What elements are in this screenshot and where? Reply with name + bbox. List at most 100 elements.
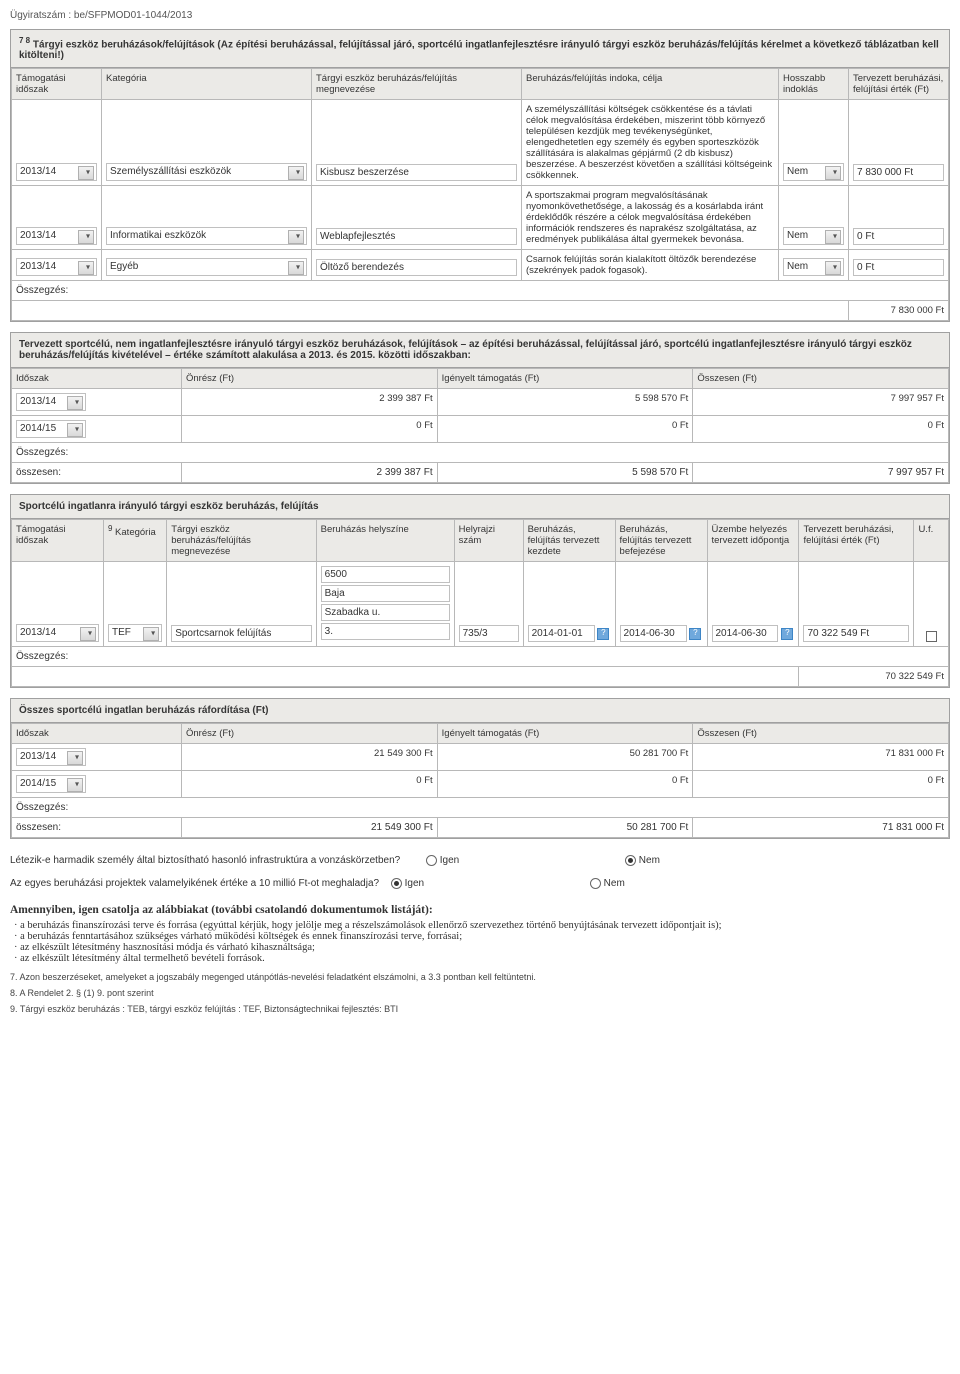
radio-q1-nem[interactable] (625, 855, 636, 866)
osszesen-label: összesen: (12, 818, 182, 838)
chevron-down-icon: ▾ (86, 263, 90, 272)
cell-indoka: A sportszakmai program megvalósításának … (522, 186, 779, 250)
table-row: 2013/14▾ TEF▾ Sportcsarnok felújítás 650… (12, 562, 949, 647)
footnote-8: 8. A Rendelet 2. § (1) 9. pont szerint (10, 988, 950, 998)
th-idoszak: Támogatási időszak (12, 520, 104, 562)
cell-igenyelt: 0 Ft (437, 416, 693, 443)
cell-osszesen: 0 Ft (693, 416, 949, 443)
input-megnev[interactable]: Öltöző berendezés (316, 259, 517, 276)
total-igenyelt: 5 598 570 Ft (437, 463, 693, 483)
chevron-down-icon: ▾ (833, 168, 837, 177)
chevron-down-icon: ▾ (296, 168, 300, 177)
th-ertek: Tervezett beruházási, felújítási érték (… (799, 520, 914, 562)
radio-q2-igen[interactable] (391, 878, 402, 889)
input-megnev[interactable]: Weblapfejlesztés (316, 228, 517, 245)
panel-targyi-eszkoz: 7 8 Tárgyi eszköz beruházások/felújításo… (10, 29, 950, 322)
list-item: az elkészült létesítmény hasznosítási mó… (14, 942, 950, 953)
sum-label: Összegzés: (12, 281, 949, 301)
cell-osszesen: 71 831 000 Ft (693, 744, 949, 771)
th-idoszak: Támogatási időszak (12, 69, 102, 100)
input-helyszin-line[interactable]: Baja (321, 585, 450, 602)
attachments-heading: Amennyiben, igen csatolja az alábbiakat … (10, 904, 950, 916)
footnote-7: 7. Azon beszerzéseket, amelyeket a jogsz… (10, 972, 950, 982)
cell-indoka: A személyszállítási költségek csökkentés… (522, 100, 779, 186)
input-ertek[interactable]: 0 Ft (853, 259, 944, 276)
label-nem: Nem (639, 855, 660, 866)
panel-tervezett-sportcelu: Tervezett sportcélú, nem ingatlanfejlesz… (10, 332, 950, 484)
select-idoszak[interactable]: 2013/14▾ (16, 748, 86, 766)
select-idoszak[interactable]: 2013/14▾ (16, 227, 97, 245)
th-osszesen: Összesen (Ft) (693, 724, 949, 744)
select-idoszak[interactable]: 2013/14▾ (16, 163, 97, 181)
radio-q1-igen[interactable] (426, 855, 437, 866)
select-idoszak[interactable]: 2013/14▾ (16, 624, 99, 642)
input-helyszin-line[interactable]: 6500 (321, 566, 450, 583)
th-kategoria: 9 Kategória (103, 520, 166, 562)
th-hosszabb: Hosszabb indoklás (779, 69, 849, 100)
sum-value: 70 322 549 Ft (799, 667, 949, 687)
select-idoszak[interactable]: 2013/14▾ (16, 258, 97, 276)
sum-row: Összegzés: (12, 443, 949, 463)
chevron-down-icon: ▾ (86, 168, 90, 177)
select-idoszak[interactable]: 2014/15▾ (16, 420, 86, 438)
select-hosszabb[interactable]: Nem▾ (783, 227, 844, 245)
select-kategoria[interactable]: Egyéb▾ (106, 258, 307, 276)
chevron-down-icon: ▾ (296, 263, 300, 272)
cell-indoka: Csarnok felújítás során kialakított öltö… (522, 250, 779, 281)
table-row: 2014/15▾ 0 Ft 0 Ft 0 Ft (12, 416, 949, 443)
th-indoka: Beruházás/felújítás indoka, célja (522, 69, 779, 100)
select-idoszak[interactable]: 2013/14▾ (16, 393, 86, 411)
checkbox-uf[interactable] (926, 631, 937, 642)
question-2: Az egyes beruházási projektek valamelyik… (10, 872, 950, 895)
select-kategoria[interactable]: TEF▾ (108, 624, 162, 642)
chevron-down-icon: ▾ (75, 398, 79, 407)
input-helyszin-line[interactable]: Szabadka u. (321, 604, 450, 621)
table-panel2: Időszak Önrész (Ft) Igényelt támogatás (… (11, 368, 949, 483)
select-idoszak[interactable]: 2014/15▾ (16, 775, 86, 793)
select-kategoria[interactable]: Személyszállítási eszközök▾ (106, 163, 307, 181)
panel3-heading: Sportcélú ingatlanra irányuló tárgyi esz… (11, 495, 949, 519)
chevron-down-icon: ▾ (151, 629, 155, 638)
input-kezdet[interactable]: 2014-01-01 (528, 625, 595, 642)
input-megnev[interactable]: Kisbusz beszerzése (316, 164, 517, 181)
label-nem: Nem (604, 879, 625, 890)
panel2-heading: Tervezett sportcélú, nem ingatlanfejlesz… (11, 333, 949, 368)
sum-row: Összegzés: (12, 798, 949, 818)
input-ertek[interactable]: 0 Ft (853, 228, 944, 245)
cell-osszesen: 0 Ft (693, 771, 949, 798)
panel4-heading: Összes sportcélú ingatlan beruházás ráfo… (11, 699, 949, 723)
input-ertek[interactable]: 7 830 000 Ft (853, 164, 944, 181)
chevron-down-icon: ▾ (296, 232, 300, 241)
table-row: 2013/14▾ Személyszállítási eszközök▾ Kis… (12, 100, 949, 186)
calendar-icon[interactable] (597, 628, 609, 640)
select-kategoria[interactable]: Informatikai eszközök▾ (106, 227, 307, 245)
input-uzembe[interactable]: 2014-06-30 (712, 625, 779, 642)
totals-row: összesen: 21 549 300 Ft 50 281 700 Ft 71… (12, 818, 949, 838)
table-row: 2013/14▾ 21 549 300 Ft 50 281 700 Ft 71 … (12, 744, 949, 771)
input-helyrajzi[interactable]: 735/3 (459, 625, 519, 642)
panel1-heading-text: Tárgyi eszköz beruházások/felújítások (A… (19, 39, 939, 61)
th-megnev: Tárgyi eszköz beruházás/felújítás megnev… (312, 69, 522, 100)
table-panel3: Támogatási időszak 9 Kategória Tárgyi es… (11, 519, 949, 687)
input-helyszin-line[interactable]: 3. (321, 623, 450, 640)
input-megnev[interactable]: Sportcsarnok felújítás (171, 625, 311, 642)
panel-sportcelu-ingatlan: Sportcélú ingatlanra irányuló tárgyi esz… (10, 494, 950, 688)
radio-q2-nem[interactable] (590, 878, 601, 889)
select-hosszabb[interactable]: Nem▾ (783, 163, 844, 181)
th-igenyelt: Igényelt támogatás (Ft) (437, 724, 693, 744)
sum-label: Összegzés: (12, 443, 949, 463)
input-ertek[interactable]: 70 322 549 Ft (803, 625, 909, 642)
calendar-icon[interactable] (781, 628, 793, 640)
th-onresz: Önrész (Ft) (182, 369, 438, 389)
label-igen: Igen (405, 879, 424, 890)
sum-value-row: 7 830 000 Ft (12, 301, 949, 321)
calendar-icon[interactable] (689, 628, 701, 640)
cell-onresz: 2 399 387 Ft (182, 389, 438, 416)
th-uzembe: Üzembe helyezés tervezett időpontja (707, 520, 799, 562)
input-befejezes[interactable]: 2014-06-30 (620, 625, 687, 642)
list-item: a beruházás fenntartásához szükséges vár… (14, 931, 950, 942)
table-row: 2013/14▾ 2 399 387 Ft 5 598 570 Ft 7 997… (12, 389, 949, 416)
select-hosszabb[interactable]: Nem▾ (783, 258, 844, 276)
chevron-down-icon: ▾ (75, 753, 79, 762)
cell-onresz: 0 Ft (182, 771, 438, 798)
